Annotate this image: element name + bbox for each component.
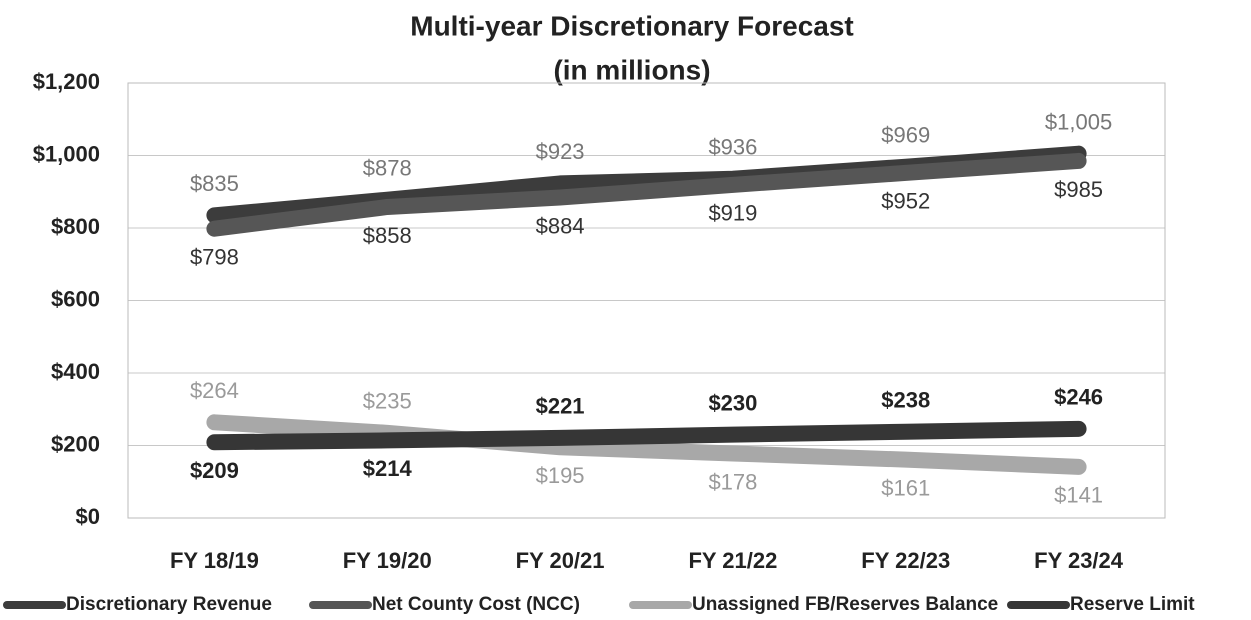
y-tick-label: $1,000 <box>33 141 100 166</box>
data-label: $178 <box>708 469 757 494</box>
chart-title: Multi-year Discretionary Forecast <box>410 10 854 41</box>
data-label: $884 <box>536 213 585 238</box>
plot-border <box>127 82 1166 519</box>
data-label: $969 <box>881 123 930 148</box>
series-line <box>206 420 1087 451</box>
data-label: $858 <box>363 223 412 248</box>
y-tick-label: $0 <box>76 504 100 529</box>
y-tick-label: $600 <box>51 286 100 311</box>
legend-label: Discretionary Revenue <box>66 594 272 615</box>
data-label: $798 <box>190 245 239 270</box>
x-tick-label: FY 19/20 <box>343 548 432 573</box>
data-label: $141 <box>1054 483 1103 508</box>
data-label: $1,005 <box>1045 110 1112 135</box>
data-label: $985 <box>1054 177 1103 202</box>
data-label: $214 <box>363 456 413 481</box>
data-label: $161 <box>881 475 930 500</box>
data-label: $230 <box>708 390 757 415</box>
data-label: $878 <box>363 156 412 181</box>
x-tick-label: FY 23/24 <box>1034 548 1124 573</box>
data-label: $195 <box>536 463 585 488</box>
data-label: $238 <box>881 388 930 413</box>
y-tick-label: $200 <box>51 431 100 456</box>
chart-subtitle: (in millions) <box>553 54 710 85</box>
data-label: $235 <box>363 389 412 414</box>
y-tick-label: $800 <box>51 214 100 239</box>
x-tick-label: FY 18/19 <box>170 548 259 573</box>
y-tick-label: $1,200 <box>33 69 100 94</box>
series-line <box>206 152 1087 237</box>
legend-label: Reserve Limit <box>1070 594 1195 615</box>
data-label: $919 <box>708 201 757 226</box>
x-tick-label: FY 22/23 <box>861 548 950 573</box>
data-label: $835 <box>190 171 239 196</box>
y-tick-label: $400 <box>51 359 100 384</box>
data-label: $246 <box>1054 385 1103 410</box>
data-label: $221 <box>536 394 585 419</box>
x-tick-label: FY 21/22 <box>688 548 777 573</box>
data-label: $936 <box>708 135 757 160</box>
data-label: $209 <box>190 458 239 483</box>
legend-label: Unassigned FB/Reserves Balance <box>692 594 998 615</box>
x-tick-label: FY 20/21 <box>516 548 605 573</box>
series-line <box>206 414 1087 475</box>
data-label: $952 <box>881 189 930 214</box>
data-label: $923 <box>536 139 585 164</box>
data-label: $264 <box>190 378 239 403</box>
legend-label: Net County Cost (NCC) <box>372 594 580 615</box>
